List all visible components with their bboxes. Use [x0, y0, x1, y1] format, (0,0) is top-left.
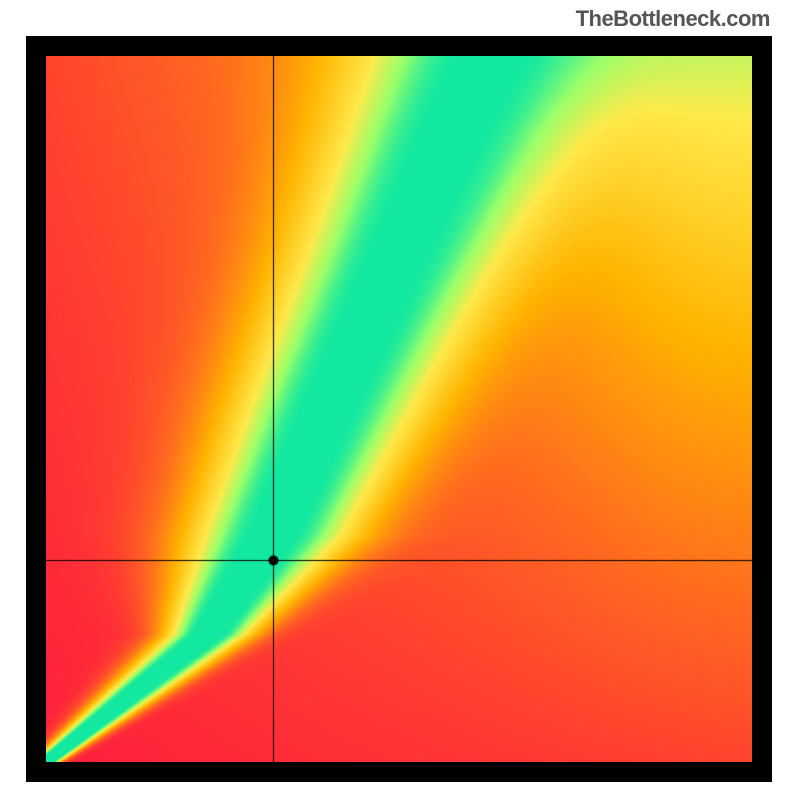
root: TheBottleneck.com [0, 0, 800, 800]
plot-frame [26, 36, 772, 782]
watermark-text: TheBottleneck.com [576, 6, 770, 32]
heatmap-canvas [46, 56, 752, 762]
